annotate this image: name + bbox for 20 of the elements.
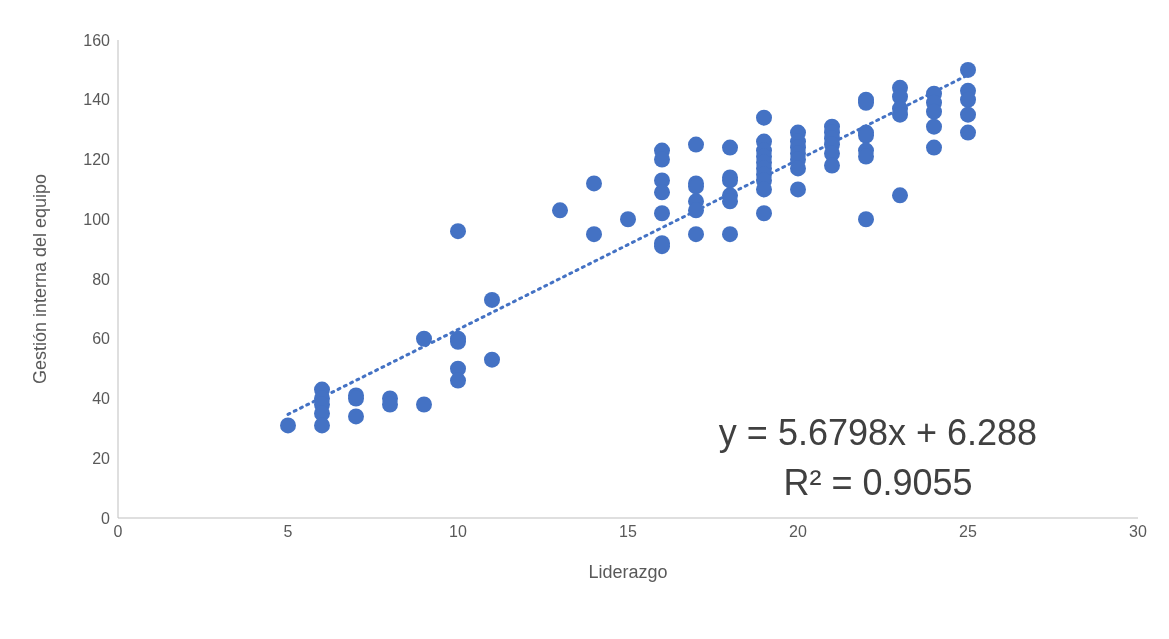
y-tick-label: 160 — [83, 31, 111, 49]
y-tick-label: 0 — [101, 509, 111, 527]
x-tick-label: 15 — [619, 523, 637, 541]
y-tick-label: 80 — [92, 270, 111, 288]
x-tick-label: 30 — [1129, 523, 1147, 541]
y-tick-label: 120 — [83, 151, 111, 169]
x-tick-label: 5 — [283, 523, 293, 541]
x-axis-title: Liderazgo — [588, 562, 668, 582]
x-tick-label: 20 — [789, 523, 807, 541]
x-tick-label: 25 — [959, 523, 977, 541]
x-tick-label: 10 — [449, 523, 467, 541]
y-tick-label: 100 — [83, 210, 111, 228]
annotation: R² = 0.9055 — [782, 461, 974, 505]
x-tick-label: 0 — [113, 523, 123, 541]
annotation: y = 5.6798x + 6.288 — [717, 411, 1039, 455]
y-tick-label: 20 — [92, 449, 111, 467]
y-tick-label: 60 — [92, 330, 111, 348]
y-tick-label: 140 — [83, 91, 111, 109]
y-axis-title: Gestión interna del equipo — [30, 173, 51, 385]
y-tick-label: 40 — [92, 390, 111, 408]
